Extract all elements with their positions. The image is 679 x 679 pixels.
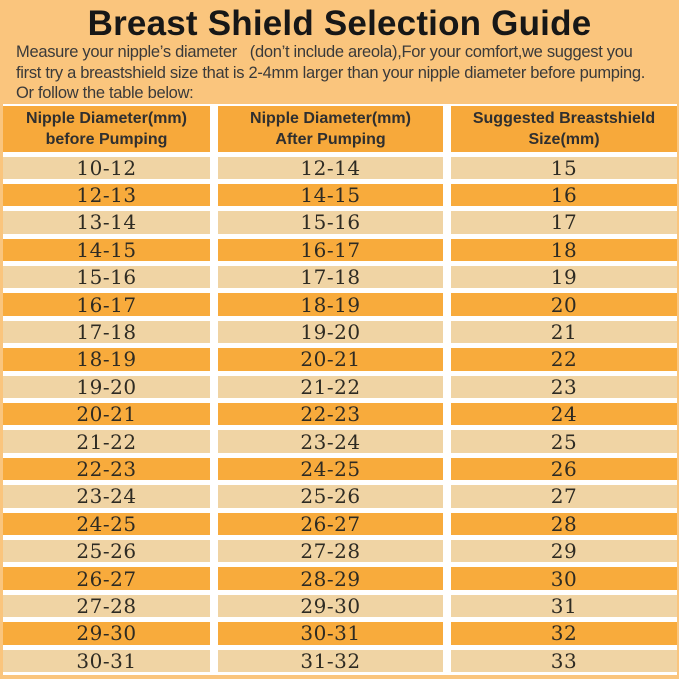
table-cell: 15	[451, 156, 677, 179]
table-cell: 28	[451, 512, 677, 535]
table-cell: 19-20	[218, 320, 443, 344]
table-cell: 12-14	[218, 156, 443, 179]
intro-line: Or follow the table below:	[16, 84, 194, 102]
table-cell: 32	[451, 622, 677, 645]
table-header-after-pumping: Nipple Diameter(mm) After Pumping	[218, 105, 443, 152]
table-cell: 16	[451, 183, 677, 207]
table-cell: 16-17	[3, 293, 210, 316]
table-cell: 18	[451, 238, 677, 262]
header-line: Size(mm)	[528, 130, 600, 148]
table-header-suggested-size: Suggested Breastshield Size(mm)	[451, 105, 677, 152]
table-cell: 18-19	[3, 348, 210, 371]
table-cell: 20-21	[3, 403, 210, 426]
table-cell: 23	[451, 375, 677, 399]
table-cell: 16-17	[218, 238, 443, 262]
table-cell: 29-30	[218, 594, 443, 618]
table-cell: 15-16	[3, 266, 210, 289]
table-cell: 12-13	[3, 183, 210, 207]
table-cell: 20-21	[218, 348, 443, 371]
table-cell: 19-20	[3, 375, 210, 399]
intro-text: Measure your nipple’s diameter (don’t in…	[0, 41, 679, 104]
table-cell: 27-28	[218, 539, 443, 563]
table-cell: 14-15	[3, 238, 210, 262]
table-cell: 25-26	[218, 485, 443, 508]
table-cell: 26-27	[3, 567, 210, 590]
table-cell: 22	[451, 348, 677, 371]
table-cell: 27	[451, 485, 677, 508]
size-guide-table: Nipple Diameter(mm) before Pumping Nippl…	[3, 103, 677, 675]
table-cell: 29-30	[3, 622, 210, 645]
table-cell: 30	[451, 567, 677, 590]
page-title: Breast Shield Selection Guide	[87, 4, 592, 43]
table-cell: 28-29	[218, 567, 443, 590]
header-line: before Pumping	[45, 130, 168, 148]
table-cell: 24	[451, 403, 677, 426]
table-cell: 22-23	[218, 403, 443, 426]
header-line: Nipple Diameter(mm)	[250, 109, 411, 127]
table-cell: 33	[451, 649, 677, 672]
table-cell: 26-27	[218, 512, 443, 535]
table-cell: 21-22	[218, 375, 443, 399]
table-cell: 30-31	[218, 622, 443, 645]
table-cell: 17-18	[218, 266, 443, 289]
table-cell: 18-19	[218, 293, 443, 316]
table-cell: 19	[451, 266, 677, 289]
intro-line: first try a breastshield size that is 2-…	[16, 63, 646, 82]
table-cell: 25	[451, 430, 677, 453]
table-cell: 21-22	[3, 430, 210, 453]
table-cell: 24-25	[218, 457, 443, 481]
table-cell: 20	[451, 293, 677, 316]
table-cell: 10-12	[3, 156, 210, 179]
table-cell: 23-24	[3, 485, 210, 508]
header-line: Suggested Breastshield	[472, 109, 656, 127]
table-cell: 21	[451, 320, 677, 344]
table-cell: 31-32	[218, 649, 443, 672]
table-cell: 14-15	[218, 183, 443, 207]
header-line: Nipple Diameter(mm)	[26, 109, 187, 127]
intro-line: Measure your nipple’s diameter (don’t in…	[16, 43, 633, 61]
table-cell: 29	[451, 539, 677, 563]
table-cell: 13-14	[3, 211, 210, 234]
table-header-before-pumping: Nipple Diameter(mm) before Pumping	[3, 105, 210, 152]
table-cell: 17	[451, 211, 677, 234]
table-cell: 17-18	[3, 320, 210, 344]
table-cell: 31	[451, 594, 677, 618]
table-cell: 24-25	[3, 512, 210, 535]
table-cell: 22-23	[3, 457, 210, 481]
table-cell: 23-24	[218, 430, 443, 453]
table-cell: 27-28	[3, 594, 210, 618]
table-cell: 26	[451, 457, 677, 481]
header-line: After Pumping	[275, 130, 386, 148]
table-cell: 30-31	[3, 649, 210, 672]
table-cell: 15-16	[218, 211, 443, 234]
table-cell: 25-26	[3, 539, 210, 563]
